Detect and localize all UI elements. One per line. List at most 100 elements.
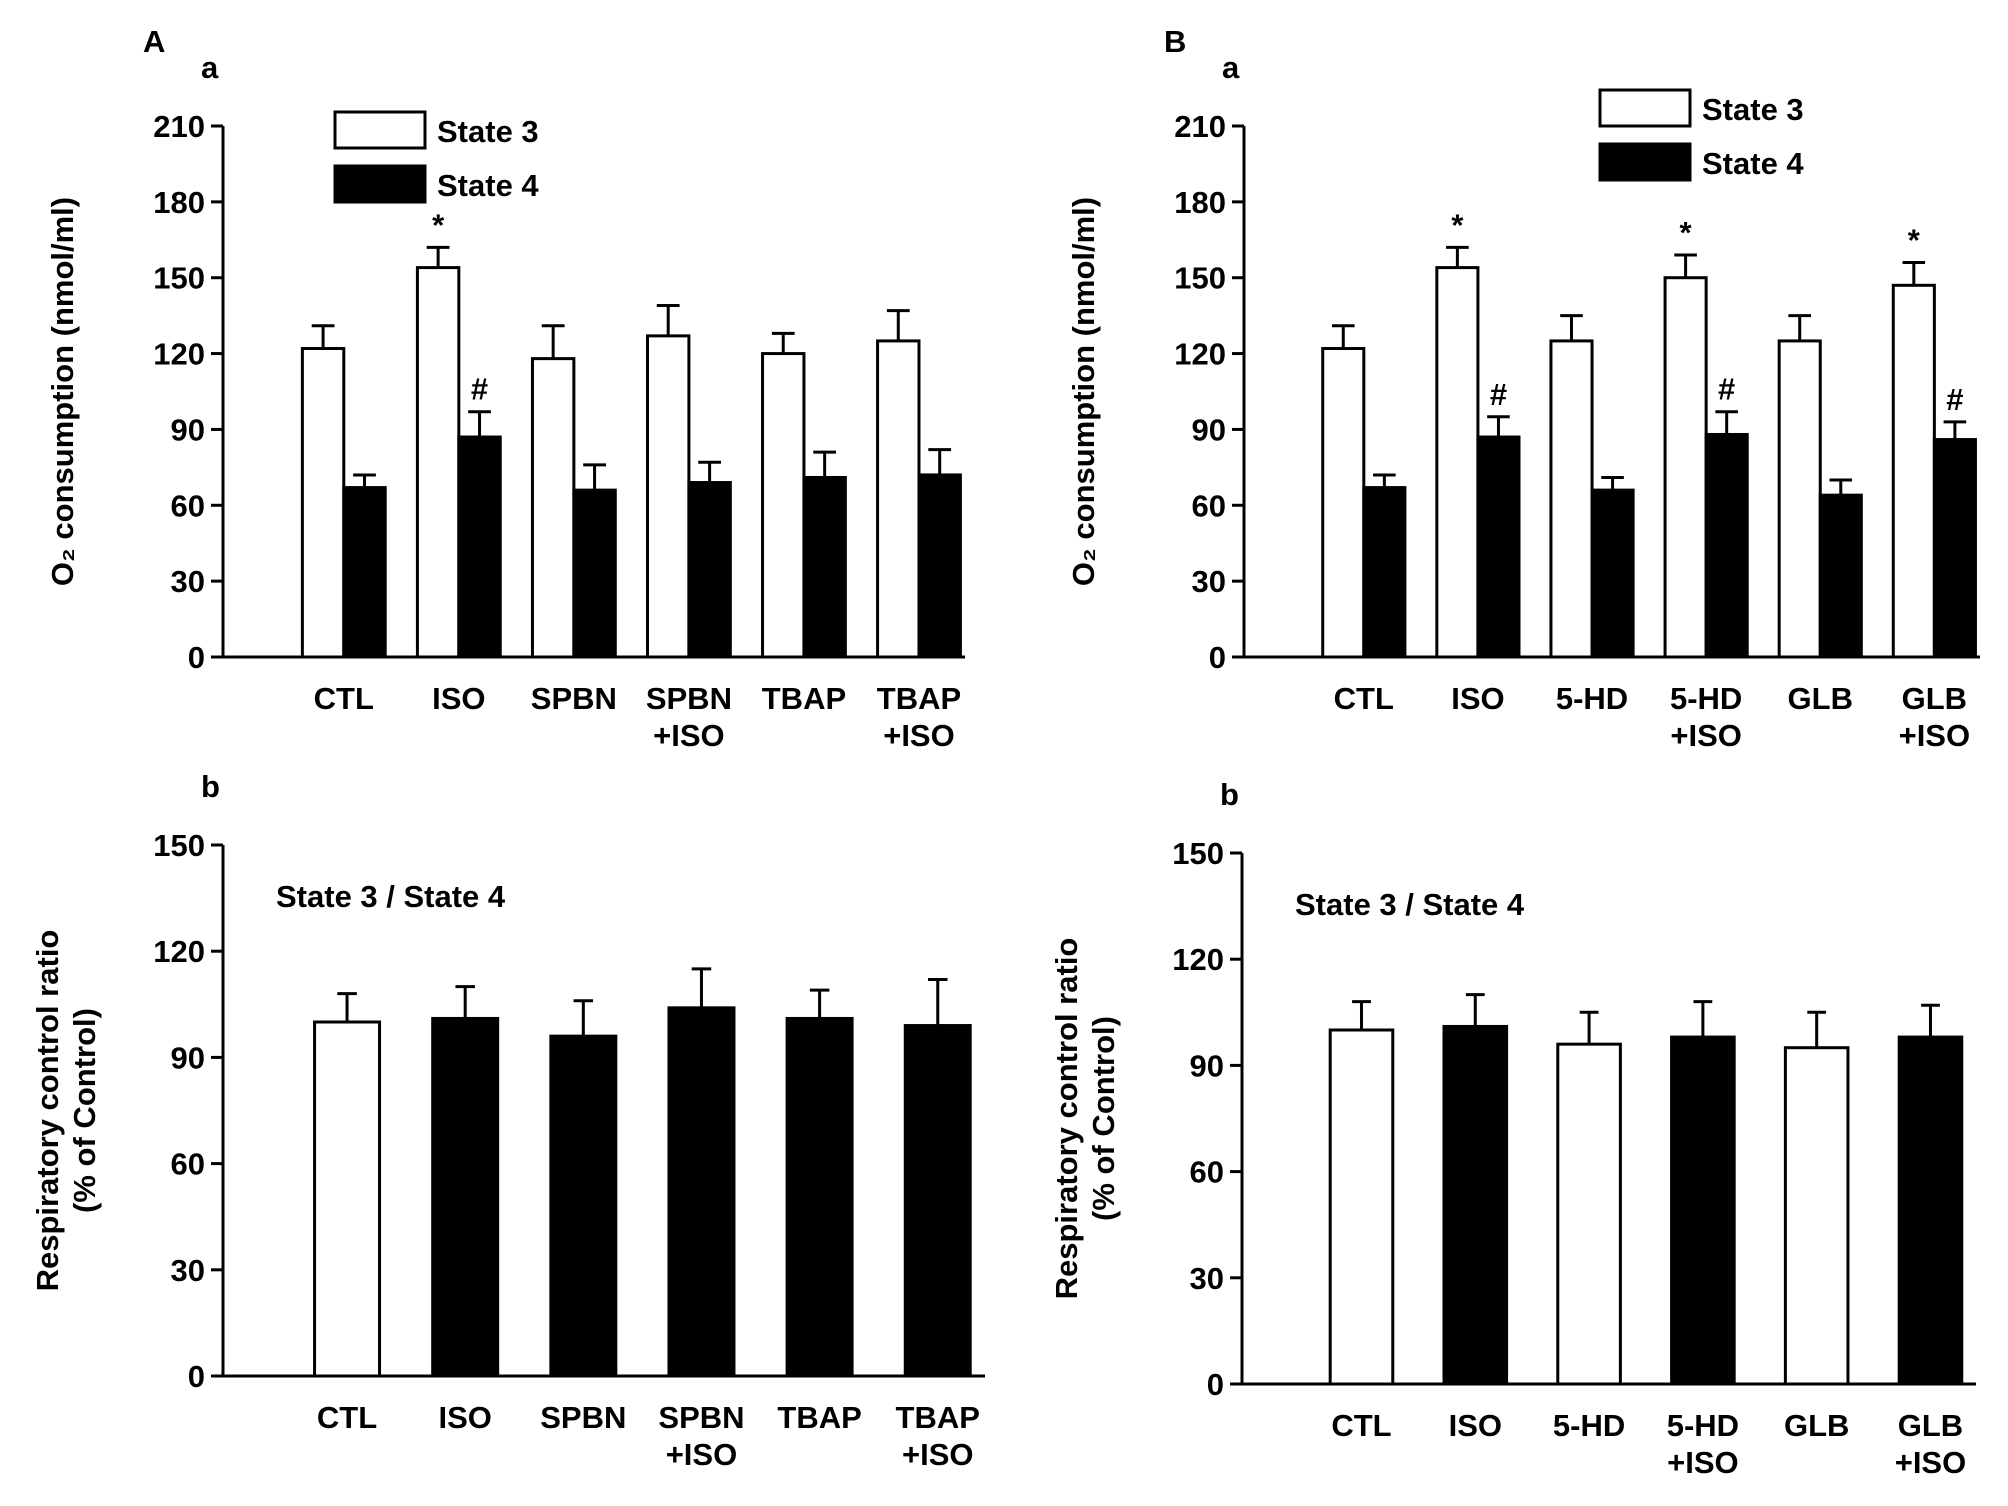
error-bar	[1807, 1010, 1827, 1048]
significance-mark: #	[471, 372, 488, 407]
bar	[1476, 435, 1521, 659]
bar	[1435, 266, 1480, 659]
y-tick-label: 60	[1192, 488, 1226, 523]
significance-mark: *	[1908, 223, 1921, 258]
x-tick-label: GLB +ISO	[1899, 681, 1971, 753]
y-tick-label: 210	[1174, 109, 1226, 144]
y-tick-label: 30	[171, 564, 205, 599]
x-tick-label: SPBN	[540, 1400, 626, 1435]
y-tick-label: 60	[171, 488, 205, 523]
error-bar	[1373, 473, 1396, 488]
bar	[1891, 283, 1936, 659]
bar	[761, 352, 806, 659]
error-bar	[1579, 1010, 1599, 1045]
y-tick-label: 90	[1192, 412, 1226, 447]
bar	[1704, 432, 1749, 659]
significance-mark: #	[1718, 372, 1735, 407]
y-tick-label: 150	[153, 828, 205, 863]
bar	[876, 339, 921, 659]
y-axis-title: O₂ consumption (nmol/ml)	[45, 197, 80, 586]
x-tick-label: TBAP	[762, 681, 846, 716]
x-tick-label: 5-HD +ISO	[1670, 681, 1742, 753]
error-bar	[1446, 245, 1469, 268]
bar	[1663, 276, 1708, 659]
x-tick-label: SPBN	[531, 681, 617, 716]
y-axis-title: Respiratory control ratio(% of Control)	[1049, 938, 1121, 1300]
x-tick-label: GLB	[1788, 681, 1853, 716]
error-bar	[813, 450, 837, 478]
bar	[1670, 1035, 1736, 1386]
bar	[431, 1016, 500, 1378]
y-axis-title: O₂ consumption (nmol/ml)	[1066, 197, 1101, 586]
y-tick-label: 120	[1172, 942, 1224, 977]
x-tick-label: 5-HD +ISO	[1667, 1408, 1739, 1480]
error-bar	[426, 245, 450, 268]
y-tick-label: 210	[153, 109, 205, 144]
y-tick-label: 120	[153, 337, 205, 372]
legend-label: State 3	[437, 114, 539, 149]
bar	[457, 435, 502, 659]
panel-label: A	[143, 24, 165, 59]
error-bar	[337, 992, 357, 1022]
error-bar	[928, 448, 952, 475]
y-tick-label: 90	[171, 412, 205, 447]
error-bar	[1693, 1000, 1713, 1038]
bar	[785, 1016, 854, 1378]
y-tick-label: 180	[153, 185, 205, 220]
bar	[1556, 1042, 1622, 1386]
error-bar	[1943, 420, 1967, 440]
x-tick-label: ISO	[1451, 681, 1504, 716]
error-bar	[927, 978, 948, 1026]
y-tick-label: 0	[1207, 1367, 1224, 1402]
y-tick-label: 0	[1209, 640, 1226, 675]
bar	[1897, 1035, 1964, 1386]
bar	[415, 266, 461, 659]
legend-swatch	[1598, 142, 1692, 182]
bar	[802, 475, 847, 659]
error-bar	[1352, 1000, 1371, 1030]
error-bar	[541, 324, 565, 359]
error-bar	[1331, 324, 1355, 349]
bar	[1590, 488, 1635, 659]
bar	[313, 1020, 382, 1378]
y-tick-label: 120	[153, 934, 205, 969]
error-bar	[1560, 314, 1583, 341]
legend-label: State 3	[1702, 92, 1804, 127]
bar	[1362, 486, 1407, 659]
error-bar	[1829, 478, 1853, 496]
panel-label: B	[1164, 24, 1186, 59]
error-bar	[468, 410, 491, 438]
y-axis-title: Respiratory control ratio(% of Control)	[30, 930, 102, 1292]
subpanel-label: a	[1222, 50, 1240, 85]
y-tick-label: 30	[1192, 564, 1226, 599]
x-tick-label: SPBN +ISO	[658, 1400, 744, 1472]
error-bar	[353, 473, 376, 488]
significance-mark: #	[1946, 382, 1963, 417]
bar	[1328, 1028, 1395, 1386]
error-bar	[311, 324, 335, 349]
bar	[1932, 438, 1977, 659]
bar	[300, 347, 346, 659]
bar	[1818, 493, 1863, 659]
x-tick-label: GLB +ISO	[1895, 1408, 1967, 1480]
bar	[1442, 1024, 1509, 1386]
chart-annotation: State 3 / State 4	[276, 879, 506, 914]
x-tick-label: ISO	[1449, 1408, 1502, 1443]
legend-swatch	[333, 110, 427, 150]
legend-swatch	[1598, 88, 1692, 128]
y-tick-label: 180	[1174, 185, 1226, 220]
bar	[903, 1024, 972, 1378]
bar	[1549, 339, 1594, 659]
error-bar	[1715, 410, 1738, 435]
subpanel-label: b	[1220, 777, 1239, 812]
bar	[530, 357, 576, 659]
y-tick-label: 0	[188, 1359, 205, 1394]
legend-swatch	[333, 164, 427, 204]
significance-mark: *	[432, 207, 445, 242]
bar	[1777, 339, 1822, 659]
error-bar	[1902, 261, 1926, 286]
y-tick-label: 30	[171, 1253, 205, 1288]
x-tick-label: ISO	[432, 681, 485, 716]
bar	[1321, 347, 1366, 659]
y-tick-label: 30	[1190, 1261, 1224, 1296]
